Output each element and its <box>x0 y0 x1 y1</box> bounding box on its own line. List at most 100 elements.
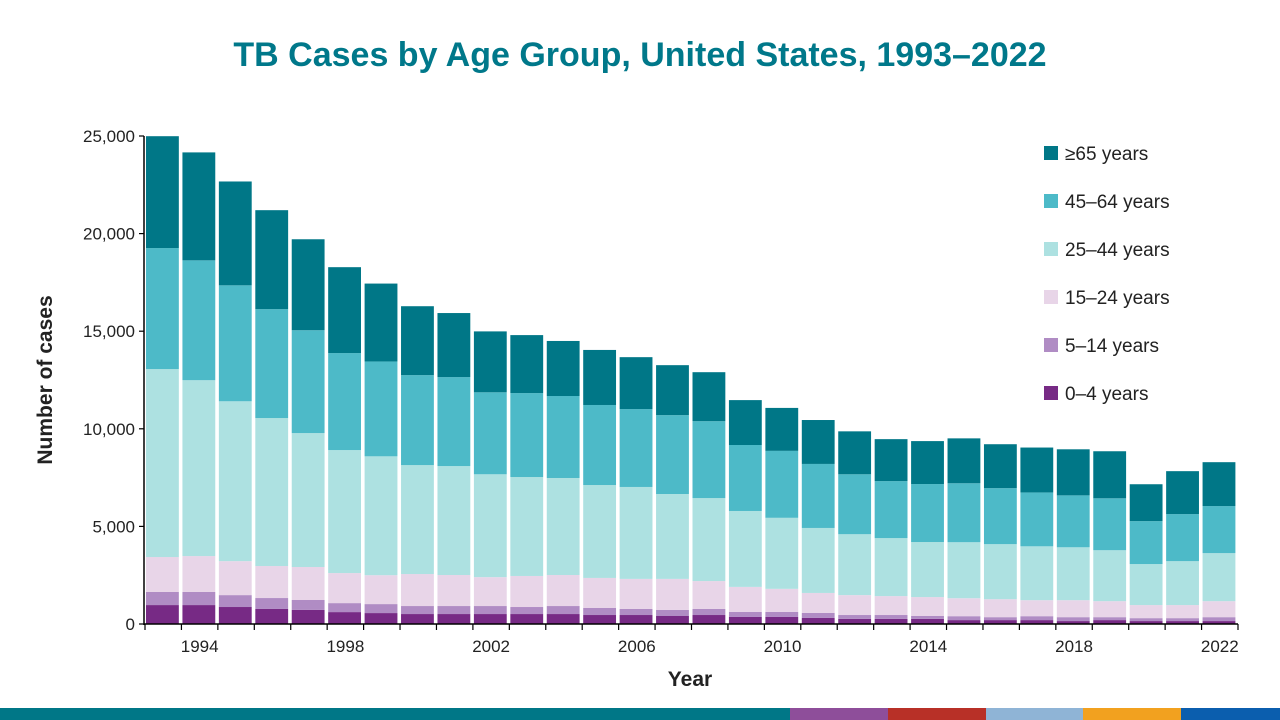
bar-segment-2005-series-4 <box>583 404 617 486</box>
bar-segment-2010-series-2 <box>765 588 799 612</box>
bar-segment-2003-series-3 <box>510 477 544 576</box>
bar-segment-2012-series-4 <box>838 474 872 535</box>
bar-segment-2019-series-4 <box>1093 498 1127 551</box>
bar-segment-2016-series-5 <box>983 444 1017 489</box>
bar-segment-1994-series-1 <box>182 591 216 606</box>
bar-segment-2016-series-1 <box>983 617 1017 621</box>
bar-segment-2001-series-3 <box>437 466 471 576</box>
x-axis-title: Year <box>668 668 712 691</box>
bar-segment-2014-series-1 <box>911 615 944 619</box>
bar-segment-2021-series-4 <box>1166 514 1199 562</box>
bar-segment-2018-series-4 <box>1056 495 1090 548</box>
bar-segment-2022-series-5 <box>1202 462 1236 507</box>
bar-segment-1995-series-4 <box>218 285 252 402</box>
bar-segment-1996-series-0 <box>255 608 289 624</box>
footer-strip-segment <box>790 708 888 720</box>
bar-segment-2015-series-5 <box>947 438 981 484</box>
y-tick-label: 10,000 <box>83 420 135 439</box>
bar-segment-2011-series-3 <box>801 527 835 593</box>
bar-segment-2017-series-1 <box>1020 616 1054 621</box>
bar-segment-2016-series-4 <box>983 488 1017 545</box>
bar-segment-1998-series-4 <box>328 353 361 451</box>
bar-segment-1993-series-1 <box>146 591 179 606</box>
footer-strip-segment <box>0 708 790 720</box>
bar-segment-2005-series-5 <box>583 349 617 405</box>
bar-segment-2006-series-0 <box>619 615 653 624</box>
bar-segment-2002-series-4 <box>473 392 507 475</box>
bar-segment-2018-series-5 <box>1056 449 1090 496</box>
bar-segment-2021-series-3 <box>1166 561 1199 606</box>
bar-segment-1994-series-5 <box>182 152 216 261</box>
bar-segment-1997-series-0 <box>291 609 325 624</box>
bar-segment-2017-series-2 <box>1020 600 1054 617</box>
legend: ≥65 years 45–64 years 25–44 years 15–24 yea… <box>1044 144 1170 405</box>
bar-segment-1994-series-3 <box>182 380 216 557</box>
bar-segment-2006-series-5 <box>619 357 653 410</box>
y-tick-label: 15,000 <box>83 322 135 341</box>
bar-segment-2007-series-5 <box>656 365 689 416</box>
bar-segment-2002-series-3 <box>473 474 507 578</box>
bar-segment-2004-series-2 <box>546 575 580 607</box>
bar-segment-1998-series-3 <box>328 450 361 574</box>
footer-strip-segment <box>888 708 986 720</box>
bar-segment-2007-series-2 <box>656 578 689 610</box>
bar-segment-1999-series-1 <box>364 604 398 614</box>
legend-swatch <box>1044 338 1058 352</box>
bar-segment-1993-series-4 <box>146 248 179 370</box>
bar-segment-1995-series-1 <box>218 595 252 608</box>
bar-segment-1993-series-5 <box>146 136 179 249</box>
bar-segment-2018-series-1 <box>1056 617 1090 622</box>
bar-segment-1996-series-4 <box>255 309 289 419</box>
bar-segment-1998-series-0 <box>328 612 361 624</box>
bar-segment-1996-series-2 <box>255 566 289 599</box>
bar-segment-2019-series-5 <box>1093 451 1127 499</box>
bar-segment-2009-series-2 <box>728 586 762 612</box>
x-tick-label: 2018 <box>1055 637 1093 656</box>
bar-segment-1994-series-0 <box>182 605 216 624</box>
bar-segment-1993-series-2 <box>146 557 179 592</box>
bar-segment-1998-series-5 <box>328 267 361 354</box>
bar-segment-2016-series-0 <box>983 620 1017 624</box>
bar-segment-2020-series-5 <box>1129 484 1163 522</box>
bar-segment-2018-series-2 <box>1056 600 1090 618</box>
bar-segment-2013-series-0 <box>874 618 908 624</box>
bar-segment-2019-series-2 <box>1093 601 1127 618</box>
bar-segment-1994-series-4 <box>182 260 216 381</box>
bar-segment-1999-series-0 <box>364 613 398 624</box>
bar-segment-2008-series-4 <box>692 421 726 499</box>
legend-swatch <box>1044 146 1058 160</box>
bar-segment-1997-series-3 <box>291 433 325 568</box>
x-tick-label: 1998 <box>326 637 364 656</box>
bar-segment-1995-series-3 <box>218 401 252 562</box>
bar-segment-2008-series-0 <box>692 615 726 624</box>
bar-segment-2015-series-1 <box>947 616 981 621</box>
bar-segment-2013-series-5 <box>874 439 908 482</box>
bar-segment-2008-series-1 <box>692 608 726 616</box>
bar-segment-2015-series-4 <box>947 483 981 543</box>
bar-segment-2000-series-2 <box>401 574 434 607</box>
footer-color-strip <box>0 708 1280 720</box>
bar-segment-1993-series-3 <box>146 369 179 558</box>
bar-segment-2011-series-5 <box>801 420 835 464</box>
bar-segment-2003-series-1 <box>510 607 544 615</box>
bar-segment-2001-series-2 <box>437 575 471 607</box>
bar-segment-2012-series-5 <box>838 431 872 475</box>
bar-segment-2007-series-0 <box>656 615 689 624</box>
bar-segment-1999-series-3 <box>364 456 398 576</box>
legend-label: 0–4 years <box>1065 384 1148 405</box>
bar-segment-2014-series-2 <box>911 597 944 616</box>
bar-segment-1995-series-5 <box>218 181 252 286</box>
bar-segment-1997-series-4 <box>291 330 325 434</box>
bar-segment-2009-series-5 <box>728 400 762 446</box>
bar-segment-2001-series-4 <box>437 377 471 467</box>
bar-segment-1996-series-5 <box>255 210 289 310</box>
bar-segment-2019-series-0 <box>1093 620 1127 624</box>
bar-segment-2012-series-2 <box>838 595 872 616</box>
bar-segment-2018-series-0 <box>1056 621 1090 624</box>
bar-segment-2014-series-0 <box>911 618 944 624</box>
bar-segment-2018-series-3 <box>1056 547 1090 601</box>
bar-segment-2020-series-0 <box>1129 621 1163 624</box>
bar-segment-2013-series-4 <box>874 481 908 539</box>
bar-segment-2012-series-1 <box>838 615 872 619</box>
